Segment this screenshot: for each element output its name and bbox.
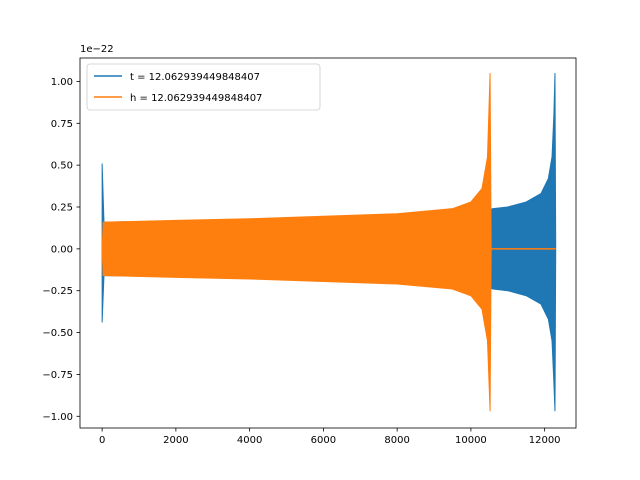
plot-area bbox=[101, 73, 557, 412]
x-tick-label: 8000 bbox=[384, 435, 409, 446]
y-tick-label: 0.50 bbox=[51, 161, 73, 172]
offset-label: 1e−22 bbox=[80, 44, 114, 55]
x-axis: 0 2000 4000 6000 8000 10000 12000 bbox=[99, 428, 561, 446]
y-axis: 1.00 0.75 0.50 0.25 0.00 −0.25 −0.50 −0.75 −1.00 bbox=[42, 77, 80, 423]
legend-label-h: h = 12.062939449848407 bbox=[130, 93, 262, 104]
x-tick-label: 10000 bbox=[455, 435, 487, 446]
legend-box bbox=[86, 63, 321, 111]
y-tick-label: 1.00 bbox=[51, 77, 73, 88]
axes-frame bbox=[79, 57, 577, 429]
y-tick-label: 0.75 bbox=[51, 119, 73, 130]
x-tick-label: 0 bbox=[99, 435, 105, 446]
legend-label-t: t = 12.062939449848407 bbox=[130, 72, 260, 83]
y-tick-label: −0.25 bbox=[42, 286, 73, 297]
y-tick-label: 0.00 bbox=[51, 244, 73, 255]
x-tick-label: 4000 bbox=[237, 435, 262, 446]
x-tick-label: 12000 bbox=[529, 435, 561, 446]
y-tick-label: −0.75 bbox=[42, 370, 73, 381]
x-tick-label: 2000 bbox=[163, 435, 188, 446]
y-tick-label: −0.50 bbox=[42, 328, 73, 339]
y-tick-label: 0.25 bbox=[51, 203, 73, 214]
legend: t = 12.062939449848407 h = 12.0629394498… bbox=[86, 63, 321, 111]
x-tick-label: 6000 bbox=[311, 435, 336, 446]
series-1-band bbox=[101, 73, 556, 412]
y-tick-label: −1.00 bbox=[42, 412, 73, 423]
